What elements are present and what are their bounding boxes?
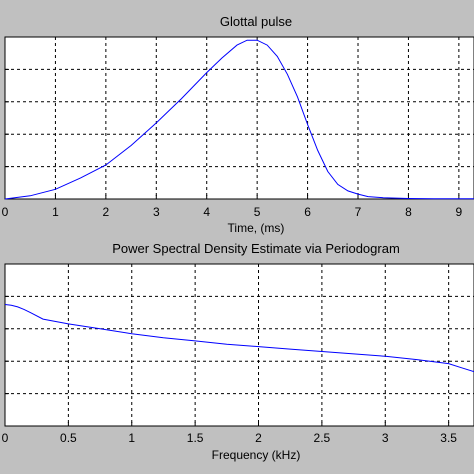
glottal-pulse-xtick-label: 0 [2, 205, 9, 219]
psd-yticks [5, 263, 9, 427]
glottal-pulse-title: Glottal pulse [220, 14, 292, 29]
glottal-pulse-xtick-label: 1 [52, 205, 59, 219]
psd-xtick-label: 2.5 [314, 431, 331, 445]
psd-xtick-label: 3 [382, 431, 389, 445]
psd-xlabel: Frequency (kHz) [212, 448, 301, 462]
glottal-pulse-xtick-label: 5 [254, 205, 261, 219]
psd-xtick-label: 0.5 [60, 431, 77, 445]
glottal-pulse-xtick-label: 7 [355, 205, 362, 219]
psd-xtick-label: 1 [128, 431, 135, 445]
glottal-pulse-xtick-label: 9 [456, 205, 463, 219]
glottal-pulse-plot: Glottal pulse 0 1 2 3 4 5 6 7 8 9 Time, (ms) [2, 14, 474, 235]
glottal-pulse-xtick-label: 3 [153, 205, 160, 219]
glottal-pulse-xtick-label: 8 [405, 205, 412, 219]
psd-xtick-label: 1.5 [187, 431, 204, 445]
psd-xtick-label: 3.5 [440, 431, 457, 445]
psd-plot: Power Spectral Density Estimate via Peri… [2, 241, 474, 462]
psd-series-line [4, 304, 474, 373]
psd-xtick-label: 2 [255, 431, 262, 445]
glottal-pulse-xlabel: Time, (ms) [228, 221, 285, 235]
glottal-pulse-series-line [4, 39, 474, 200]
glottal-pulse-xtick-label: 4 [203, 205, 210, 219]
psd-xticks: 0 0.5 1 1.5 2 2.5 3 3.5 [2, 422, 457, 445]
glottal-pulse-axes-box [4, 36, 474, 200]
glottal-pulse-xticks: 0 1 2 3 4 5 6 7 8 9 [2, 195, 463, 219]
glottal-pulse-xtick-label: 6 [304, 205, 311, 219]
psd-title: Power Spectral Density Estimate via Peri… [112, 241, 400, 256]
psd-grid [5, 264, 474, 426]
psd-xtick-label: 0 [2, 431, 9, 445]
glottal-pulse-xtick-label: 2 [103, 205, 110, 219]
glottal-pulse-grid [5, 37, 474, 199]
